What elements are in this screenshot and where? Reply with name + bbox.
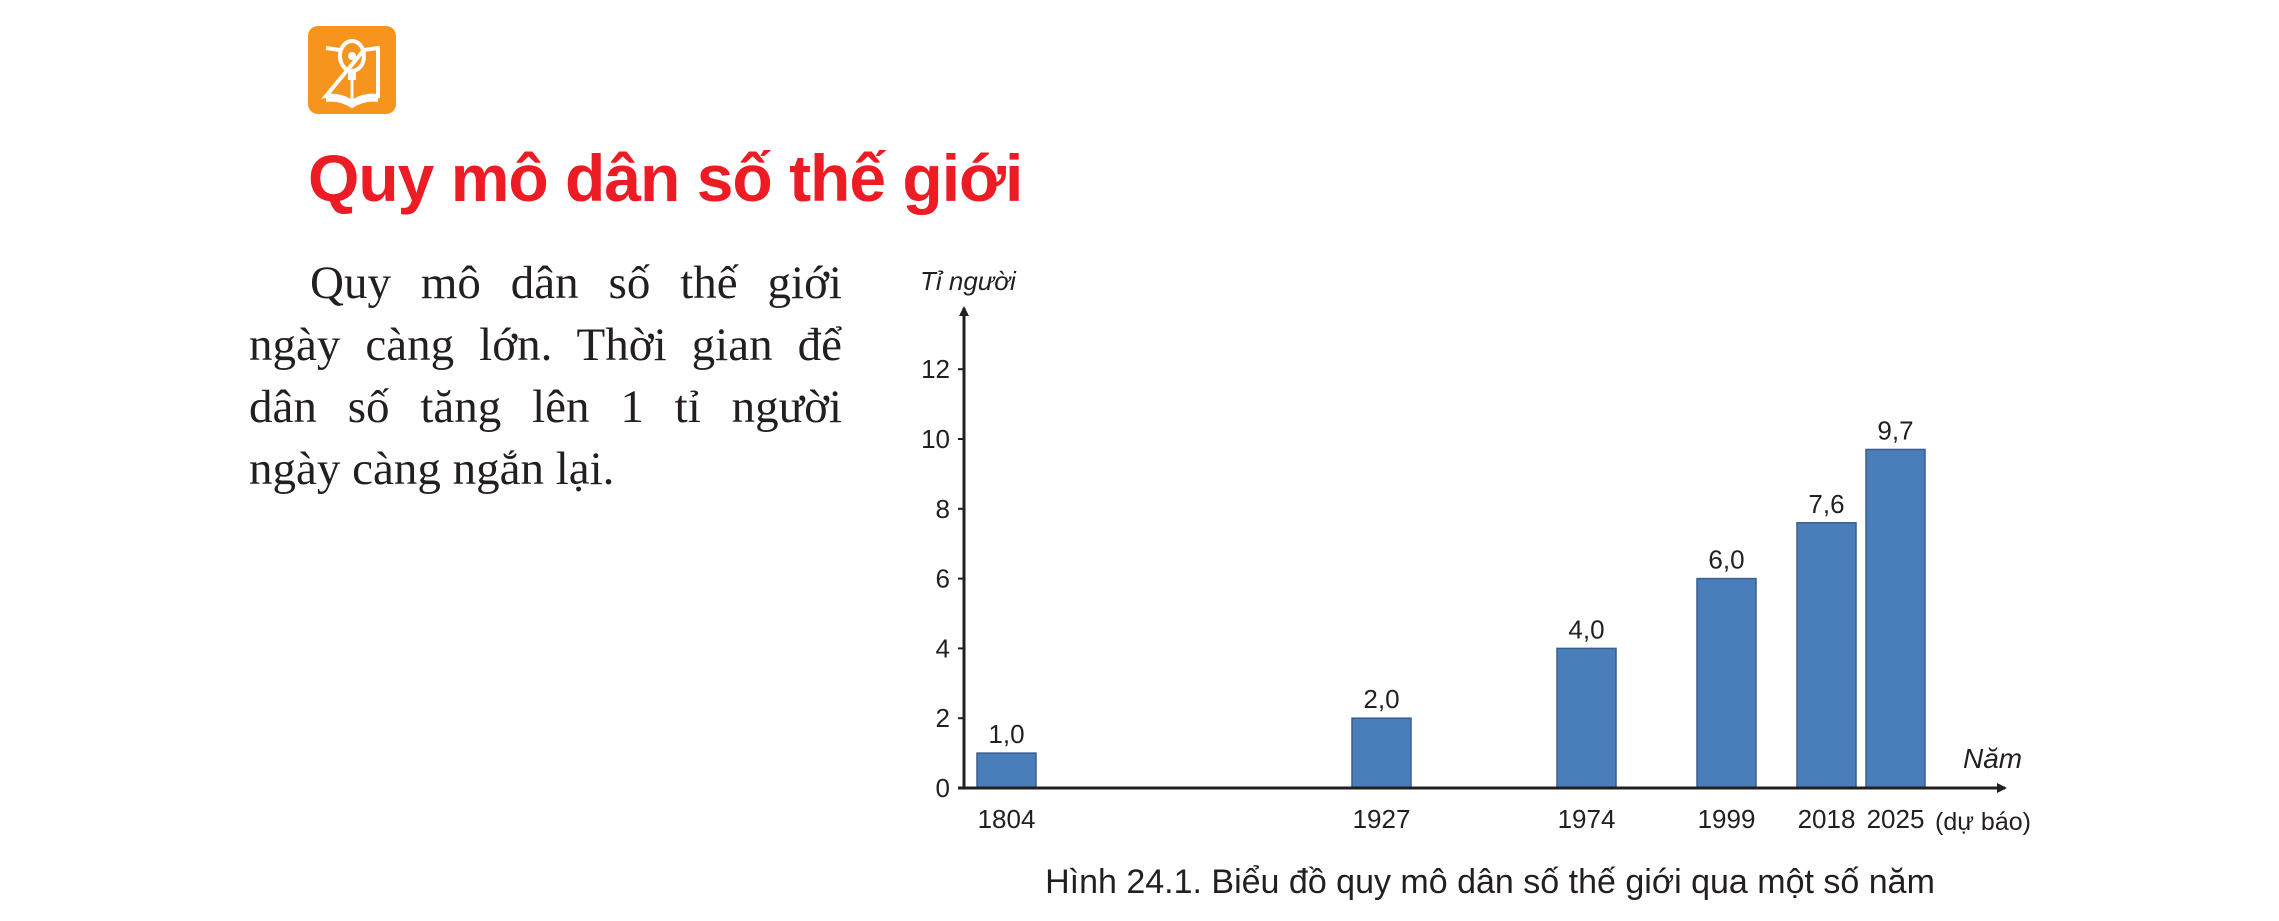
y-tick-label: 4	[936, 633, 950, 663]
bar	[1351, 717, 1412, 789]
bar	[1696, 577, 1757, 789]
figure-caption: Hình 24.1. Biểu đồ quy mô dân số thế giớ…	[1045, 863, 1935, 901]
data-label: 1,0	[988, 719, 1024, 749]
data-label: 2,0	[1363, 684, 1399, 714]
bar	[1556, 647, 1617, 789]
data-label: 7,6	[1808, 489, 1844, 519]
bar	[1865, 448, 1926, 789]
y-tick-label: 10	[921, 424, 950, 454]
x-tick-label: 1974	[1558, 804, 1616, 834]
section-title: Quy mô dân số thế giới	[308, 141, 1023, 215]
y-tick-label: 8	[936, 494, 950, 524]
data-label: 9,7	[1877, 415, 1913, 445]
x-tick-label: 1804	[978, 804, 1036, 834]
bar	[976, 752, 1037, 789]
x-tick-label: 2018	[1798, 804, 1856, 834]
x-axis-label: Năm	[1963, 743, 2022, 774]
y-tick-label: 6	[936, 564, 950, 594]
x-tick-label: 2025	[1867, 804, 1925, 834]
lightbulb-book-icon	[308, 26, 396, 114]
y-axis-label: Tỉ người	[920, 266, 1017, 296]
body-paragraph: Quy mô dân số thế giới ngày càng lớn. Th…	[249, 252, 842, 500]
body-line: dân số tăng lên 1 tỉ người	[249, 381, 842, 433]
body-line: Quy mô dân số thế giới	[310, 257, 842, 309]
data-label: 4,0	[1568, 614, 1604, 644]
y-tick-label: 12	[921, 354, 950, 384]
bar	[1796, 522, 1857, 789]
y-tick-label: 0	[936, 773, 950, 803]
forecast-note: (dự báo)	[1935, 808, 2031, 836]
x-tick-label: 1927	[1353, 804, 1411, 834]
body-line: ngày càng ngắn lại.	[249, 443, 615, 495]
data-label: 6,0	[1708, 545, 1744, 575]
y-tick-label: 2	[936, 703, 950, 733]
x-tick-label: 1999	[1698, 804, 1756, 834]
body-line: ngày càng lớn. Thời gian để	[249, 319, 842, 371]
